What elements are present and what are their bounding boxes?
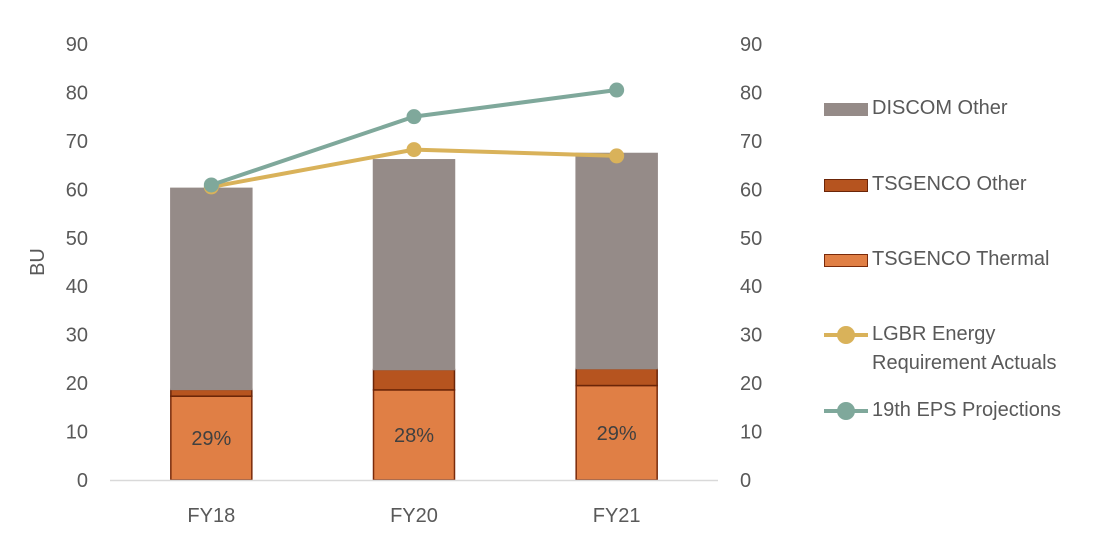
point-19th-eps-projections xyxy=(406,109,422,125)
point-lgbr-energy-requirement-actuals xyxy=(609,148,625,164)
data-label: 28% xyxy=(394,425,434,447)
y2-tick-label: 40 xyxy=(740,276,762,298)
y-tick-label: 50 xyxy=(66,228,88,250)
y-tick-label: 60 xyxy=(66,179,88,201)
legend-label-tsgenco-thermal: TSGENCO Thermal xyxy=(872,248,1050,270)
legend-item-tsgenco-other: TSGENCO Other xyxy=(822,172,1026,199)
data-label: 29% xyxy=(191,428,231,450)
legend-label-eps-projections: 19th EPS Projections xyxy=(872,399,1061,421)
legend-swatch-discom-other xyxy=(822,96,872,122)
legend-label-tsgenco-other: TSGENCO Other xyxy=(872,173,1027,195)
bar-discom-other xyxy=(170,187,253,391)
y2-tick-label: 50 xyxy=(740,228,762,250)
y-tick-label: 20 xyxy=(66,373,88,395)
legend-swatch-tsgenco-thermal xyxy=(822,247,872,273)
y-tick-label: 40 xyxy=(66,276,88,298)
x-tick-label: FY20 xyxy=(390,505,438,527)
y2-tick-label: 80 xyxy=(740,82,762,104)
legend-swatch-lgbr-actuals xyxy=(822,322,872,348)
y2-tick-label: 20 xyxy=(740,373,762,395)
y-tick-label: 90 xyxy=(66,34,88,56)
y-tick-label: 70 xyxy=(66,131,88,153)
y-axis-label: BU xyxy=(27,248,49,276)
y-tick-label: 80 xyxy=(66,82,88,104)
y2-tick-label: 90 xyxy=(740,34,762,56)
bar-tsgenco-thermal xyxy=(372,389,456,481)
bar-tsgenco-other xyxy=(372,368,456,391)
y2-tick-label: 0 xyxy=(740,470,751,492)
legend-label-discom-other: DISCOM Other xyxy=(872,97,1008,119)
legend-item-eps-projections: 19th EPS Projections xyxy=(822,398,1061,425)
legend-item-tsgenco-thermal: TSGENCO Thermal xyxy=(822,247,1049,274)
bar-tsgenco-other xyxy=(575,367,658,387)
point-lgbr-energy-requirement-actuals xyxy=(406,142,422,158)
y-tick-label: 30 xyxy=(66,325,88,347)
y2-tick-label: 70 xyxy=(740,131,762,153)
x-tick-label: FY21 xyxy=(593,505,641,527)
legend-item-lgbr-actuals: LGBR Energy Requirement Actuals xyxy=(822,322,1072,378)
legend-item-discom-other: DISCOM Other xyxy=(822,96,1008,123)
x-tick-label: FY18 xyxy=(187,505,235,527)
y2-tick-label: 60 xyxy=(740,179,762,201)
legend-label-lgbr-actuals: LGBR Energy Requirement Actuals xyxy=(872,323,1057,374)
y-tick-label: 10 xyxy=(66,422,88,444)
legend-swatch-eps-projections xyxy=(822,398,872,424)
legend-swatch-tsgenco-other xyxy=(822,172,872,198)
bar-discom-other xyxy=(372,159,456,371)
y2-tick-label: 10 xyxy=(740,422,762,444)
data-label: 29% xyxy=(597,423,637,445)
bar-tsgenco-other xyxy=(170,388,253,397)
point-19th-eps-projections xyxy=(609,82,625,98)
bar-tsgenco-thermal xyxy=(170,395,253,481)
y2-tick-label: 30 xyxy=(740,325,762,347)
y-tick-label: 0 xyxy=(77,470,88,492)
point-19th-eps-projections xyxy=(203,177,219,193)
bar-discom-other xyxy=(575,152,658,370)
